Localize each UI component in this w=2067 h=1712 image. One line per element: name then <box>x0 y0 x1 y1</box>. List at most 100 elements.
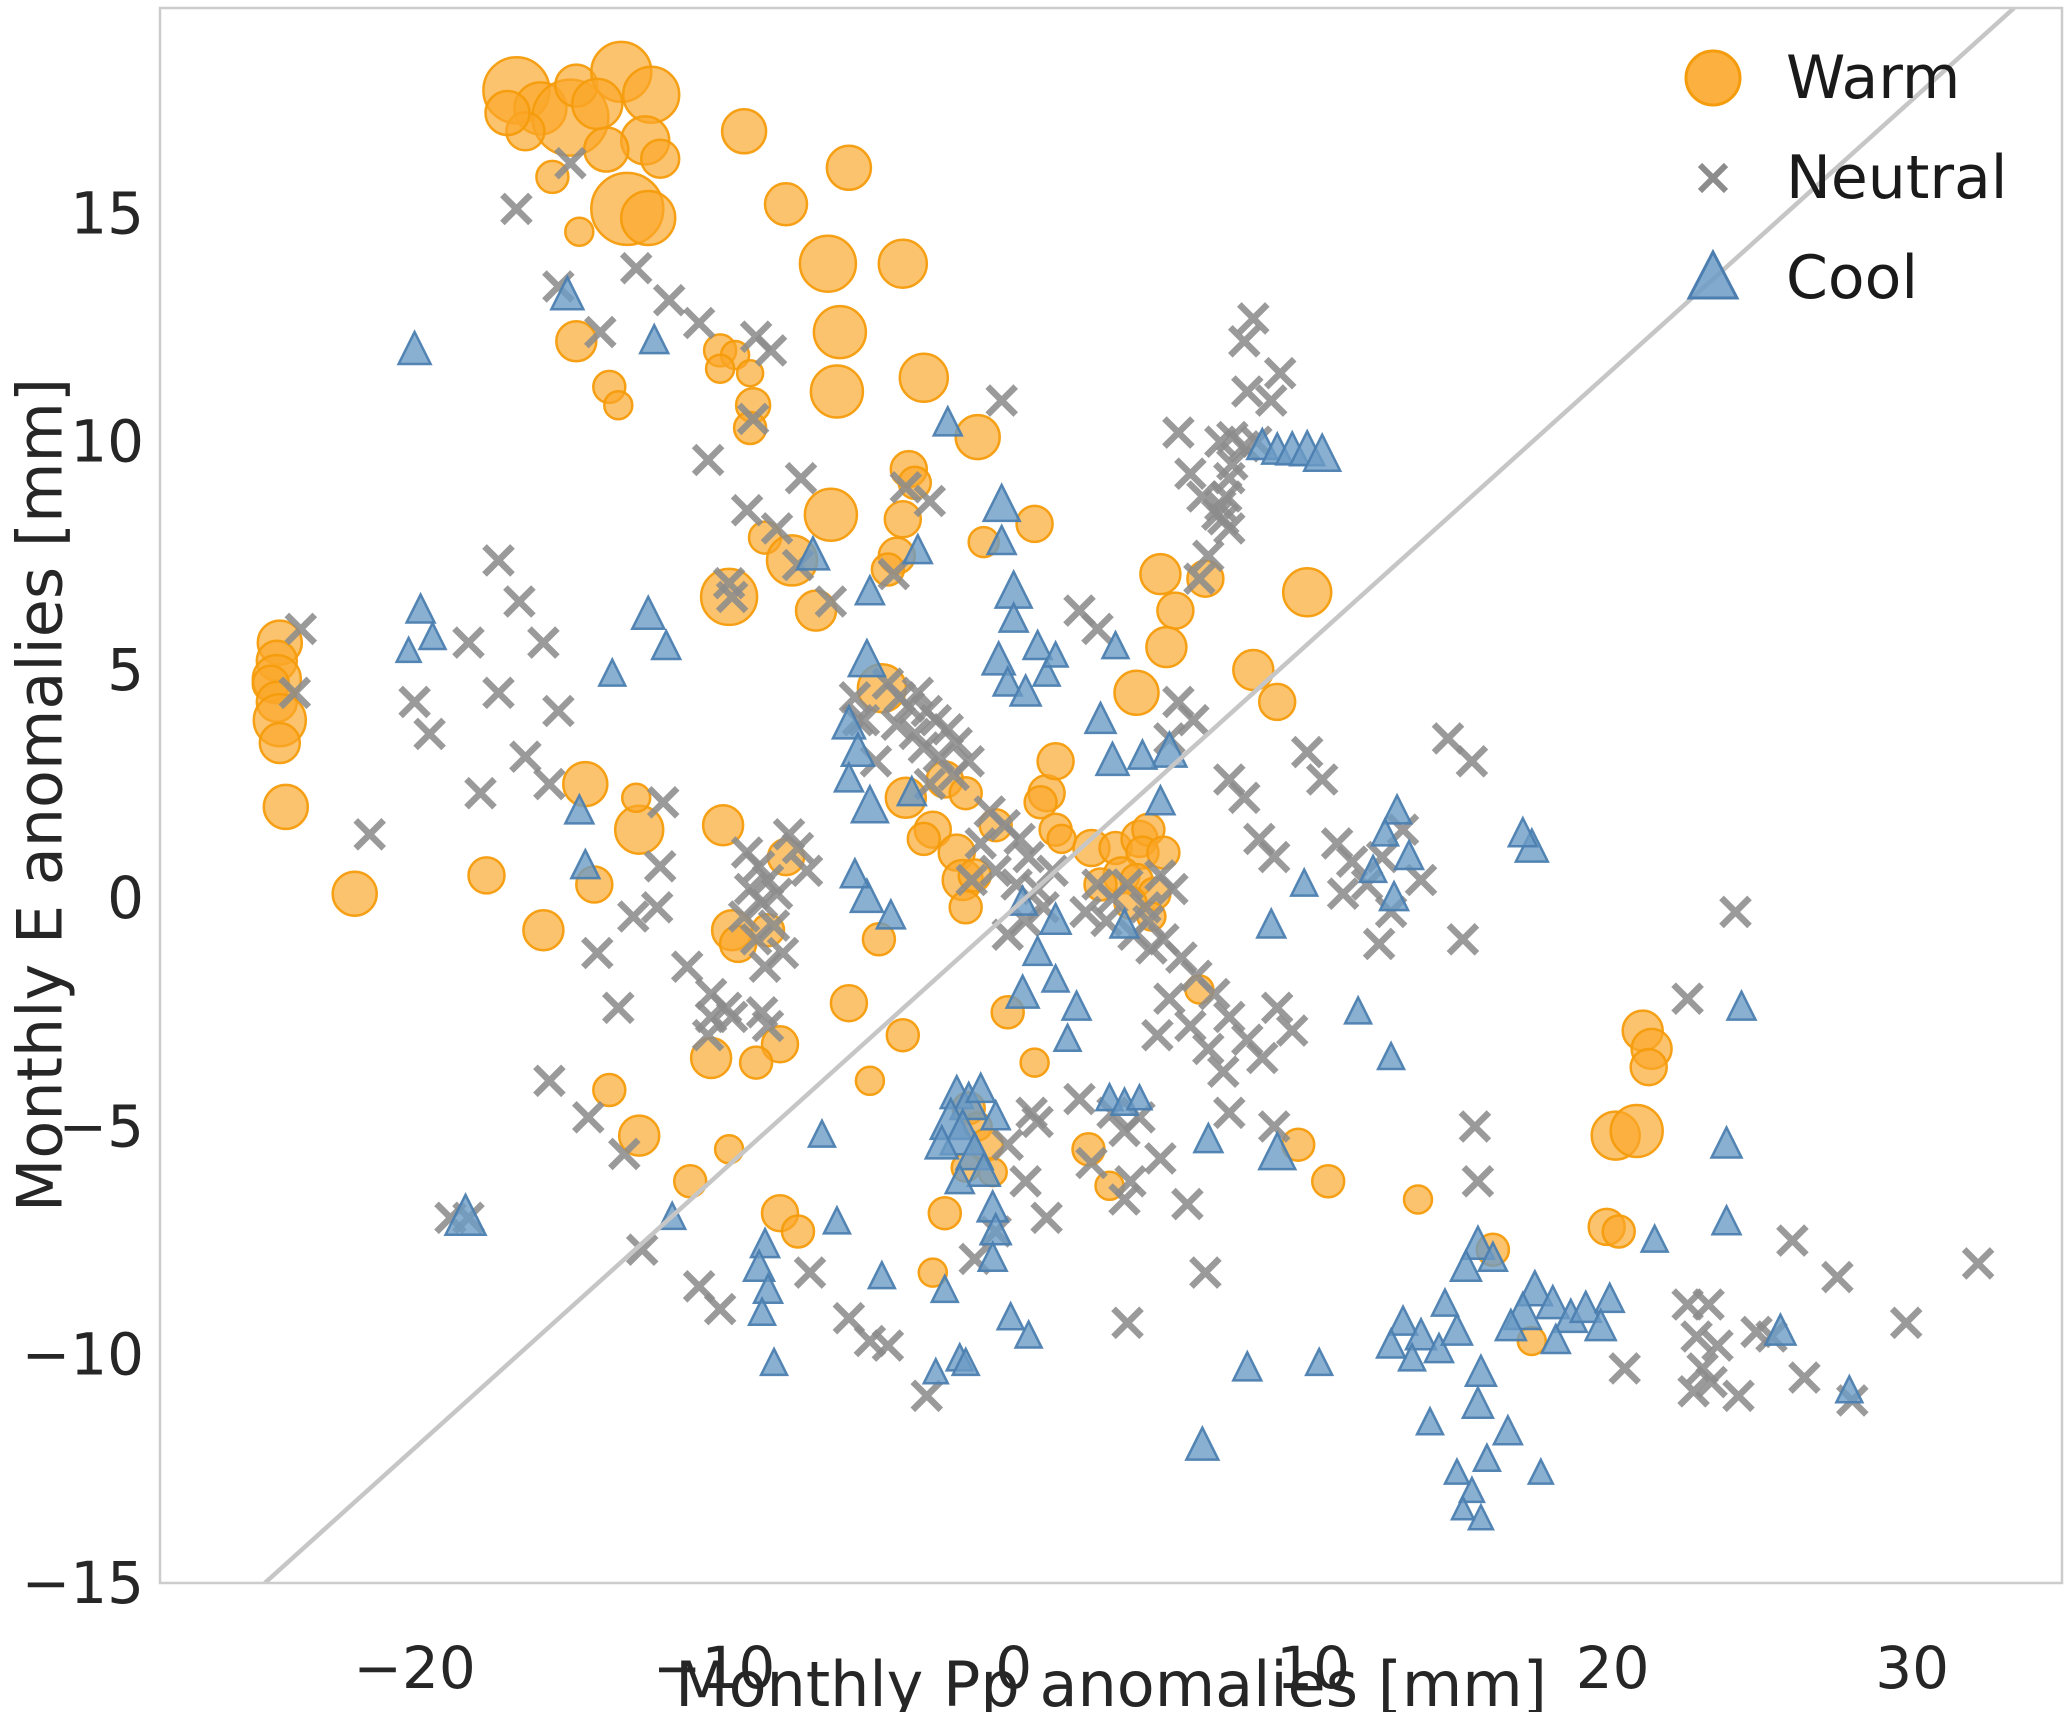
cool-point <box>1583 1307 1618 1342</box>
warm-point <box>906 821 942 857</box>
warm-point <box>1113 669 1160 717</box>
cool-point <box>1710 1203 1743 1236</box>
cool-point <box>742 1247 777 1282</box>
warm-point <box>885 1017 921 1053</box>
warm-point <box>898 352 950 404</box>
cool-point <box>1255 906 1288 939</box>
neutral-point <box>1213 1000 1246 1034</box>
warm-point <box>763 182 809 227</box>
cool-point <box>1008 672 1043 707</box>
warm-point <box>780 1214 816 1249</box>
cool-point <box>1021 628 1054 661</box>
warm-point <box>583 126 630 173</box>
cool-point <box>1289 866 1320 897</box>
warm-point <box>619 189 677 247</box>
neutral-point <box>1776 1224 1809 1257</box>
cool-point <box>1302 431 1343 472</box>
cool-point <box>975 1188 1010 1223</box>
cool-point <box>1126 737 1159 770</box>
cool-point <box>1343 994 1374 1025</box>
neutral-point <box>1695 1365 1728 1399</box>
neutral-point <box>1069 895 1102 929</box>
neutral-point <box>1174 1009 1207 1043</box>
neutral-point <box>964 827 997 860</box>
x-tick-label: −20 <box>353 1634 475 1702</box>
neutral-point <box>1171 1187 1204 1221</box>
y-tick-label: 15 <box>70 179 144 247</box>
warm-point <box>522 908 565 952</box>
neutral-point <box>542 694 575 728</box>
neutral-point <box>619 251 653 285</box>
neutral-point <box>1192 1032 1225 1066</box>
warm-point <box>948 890 983 925</box>
cool-triangle-icon <box>1668 242 1758 314</box>
x-tick-label: 10 <box>1276 1634 1350 1702</box>
cool-point <box>630 593 667 631</box>
cool-point <box>1108 906 1141 939</box>
cool-point <box>979 1098 1012 1131</box>
neutral-point <box>482 544 515 577</box>
cool-point <box>1375 1326 1408 1359</box>
neutral-point <box>554 146 587 180</box>
cool-point <box>396 329 433 366</box>
neutral-point <box>452 626 485 659</box>
warm-point <box>1046 823 1077 855</box>
cool-point <box>929 1273 960 1304</box>
warm-point <box>621 65 681 124</box>
cool-point <box>1463 1352 1498 1387</box>
cool-point <box>950 1346 981 1377</box>
neutral-point <box>1821 1260 1854 1294</box>
legend-row-cool: Cool <box>1668 228 2007 328</box>
warm-point <box>948 775 983 811</box>
neutral-point <box>1144 1142 1177 1175</box>
neutral-point <box>730 493 764 527</box>
neutral-point <box>937 758 970 792</box>
warm-point <box>760 1025 800 1064</box>
cool-point <box>1460 1384 1495 1419</box>
warm-point <box>1019 1047 1050 1078</box>
neutral-point <box>985 384 1018 417</box>
cool-point <box>980 639 1017 676</box>
legend: Warm Neutral Cool <box>1668 28 2007 328</box>
warm-point <box>1156 591 1195 630</box>
legend-label-cool: Cool <box>1786 243 1918 313</box>
cool-point <box>1448 1247 1483 1282</box>
warm-point <box>883 500 923 539</box>
warm-point <box>1609 1103 1664 1159</box>
neutral-point <box>1719 895 1752 929</box>
cool-point <box>1449 1494 1476 1521</box>
x-tick-label: 30 <box>1875 1634 1949 1702</box>
cool-point <box>981 482 1022 523</box>
neutral-point <box>715 1000 749 1034</box>
cool-point <box>1387 1303 1420 1336</box>
neutral-point <box>1326 877 1360 910</box>
warm-point <box>825 144 873 192</box>
cool-point <box>923 1123 960 1160</box>
cool-point <box>985 523 1018 556</box>
cool-point <box>1534 1283 1571 1320</box>
cool-point <box>838 856 871 889</box>
neutral-point <box>703 1292 737 1326</box>
cool-point <box>1439 1311 1474 1346</box>
cool-point <box>1493 1307 1528 1342</box>
neutral-point <box>814 585 848 618</box>
warm-point <box>927 1195 963 1231</box>
neutral-point <box>913 484 947 518</box>
neutral-point <box>877 557 911 591</box>
neutral-point <box>979 854 1012 888</box>
warm-point <box>1402 1184 1434 1215</box>
y-axis-title: Monthly E anomalies [mm] <box>3 377 77 1213</box>
neutral-point <box>1608 1352 1641 1385</box>
neutral-point <box>682 306 716 340</box>
warm-point <box>564 216 595 247</box>
warm-point <box>1015 504 1054 544</box>
neutral-point <box>625 1233 659 1266</box>
neutral-point <box>584 315 617 349</box>
cool-point <box>1100 629 1131 660</box>
neutral-point <box>503 585 536 618</box>
neutral-point <box>278 676 312 710</box>
warm-point <box>1601 1214 1636 1249</box>
neutral-point <box>1228 781 1261 815</box>
neutral-point <box>760 512 794 545</box>
